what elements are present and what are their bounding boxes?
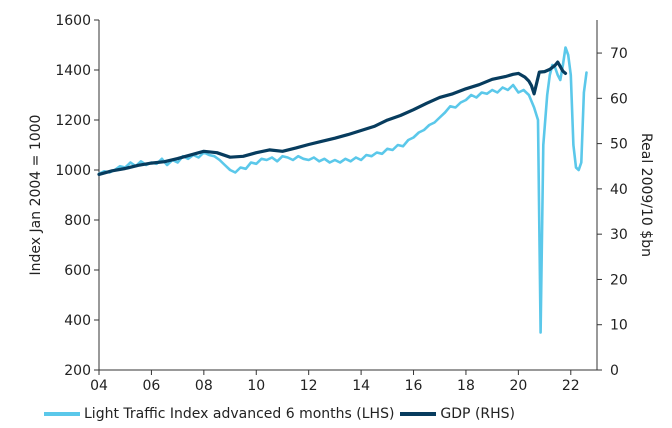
legend: Light Traffic Index advanced 6 months (L… — [44, 406, 521, 422]
dual-axis-line-chart: 200 400 600 800 1000 1200 1400 1600 0 10 20 30 40 50… — [28, 13, 654, 394]
right-tick-label: 20 — [610, 272, 628, 288]
right-tick-label: 10 — [610, 318, 628, 334]
legend-swatch-light-traffic — [44, 412, 80, 416]
plot-frame — [98, 20, 598, 371]
x-tick-label: 22 — [562, 378, 580, 394]
legend-item-gdp: GDP (RHS) — [400, 406, 515, 422]
left-axis-title: Index Jan 2004 = 1000 — [28, 115, 44, 276]
legend-swatch-gdp — [400, 412, 437, 416]
right-tick-label: 70 — [610, 46, 628, 62]
series-line-light-traffic — [97, 46, 588, 334]
right-tick-label: 60 — [610, 91, 628, 107]
series-line-gdp — [97, 60, 568, 176]
x-tick-label: 10 — [247, 378, 265, 394]
left-tick-label: 200 — [64, 363, 91, 379]
legend-label-gdp: GDP (RHS) — [440, 406, 516, 422]
right-tick-label: 30 — [610, 227, 628, 243]
x-tick-label: 06 — [143, 378, 161, 394]
right-axis-title: Real 2009/10 $bn — [638, 133, 654, 257]
x-tick-label: 14 — [352, 378, 370, 394]
left-tick-label: 1400 — [55, 63, 91, 79]
x-tick-label: 20 — [509, 378, 527, 394]
x-tick-label: 12 — [300, 378, 318, 394]
x-axis: 04 06 08 10 12 14 16 18 20 22 — [90, 370, 580, 394]
left-tick-label: 800 — [64, 213, 91, 229]
x-tick-label: 04 — [90, 378, 108, 394]
right-tick-label: 50 — [610, 137, 628, 153]
left-tick-label: 400 — [64, 313, 91, 329]
right-y-axis: 0 10 20 30 40 50 60 70 — [597, 46, 628, 379]
x-tick-label: 18 — [457, 378, 475, 394]
series-layer — [97, 46, 588, 334]
right-tick-label: 40 — [610, 182, 628, 198]
x-tick-label: 08 — [195, 378, 213, 394]
left-tick-label: 1000 — [55, 163, 91, 179]
legend-label-light-traffic: Light Traffic Index advanced 6 months (L… — [84, 406, 395, 422]
left-tick-label: 600 — [64, 263, 91, 279]
right-tick-label: 0 — [610, 363, 619, 379]
left-tick-label: 1600 — [55, 13, 91, 29]
x-tick-label: 16 — [405, 378, 423, 394]
left-tick-label: 1200 — [55, 113, 91, 129]
left-y-axis: 200 400 600 800 1000 1200 1400 1600 — [55, 13, 99, 379]
legend-item-light-traffic: Light Traffic Index advanced 6 months (L… — [44, 406, 394, 422]
